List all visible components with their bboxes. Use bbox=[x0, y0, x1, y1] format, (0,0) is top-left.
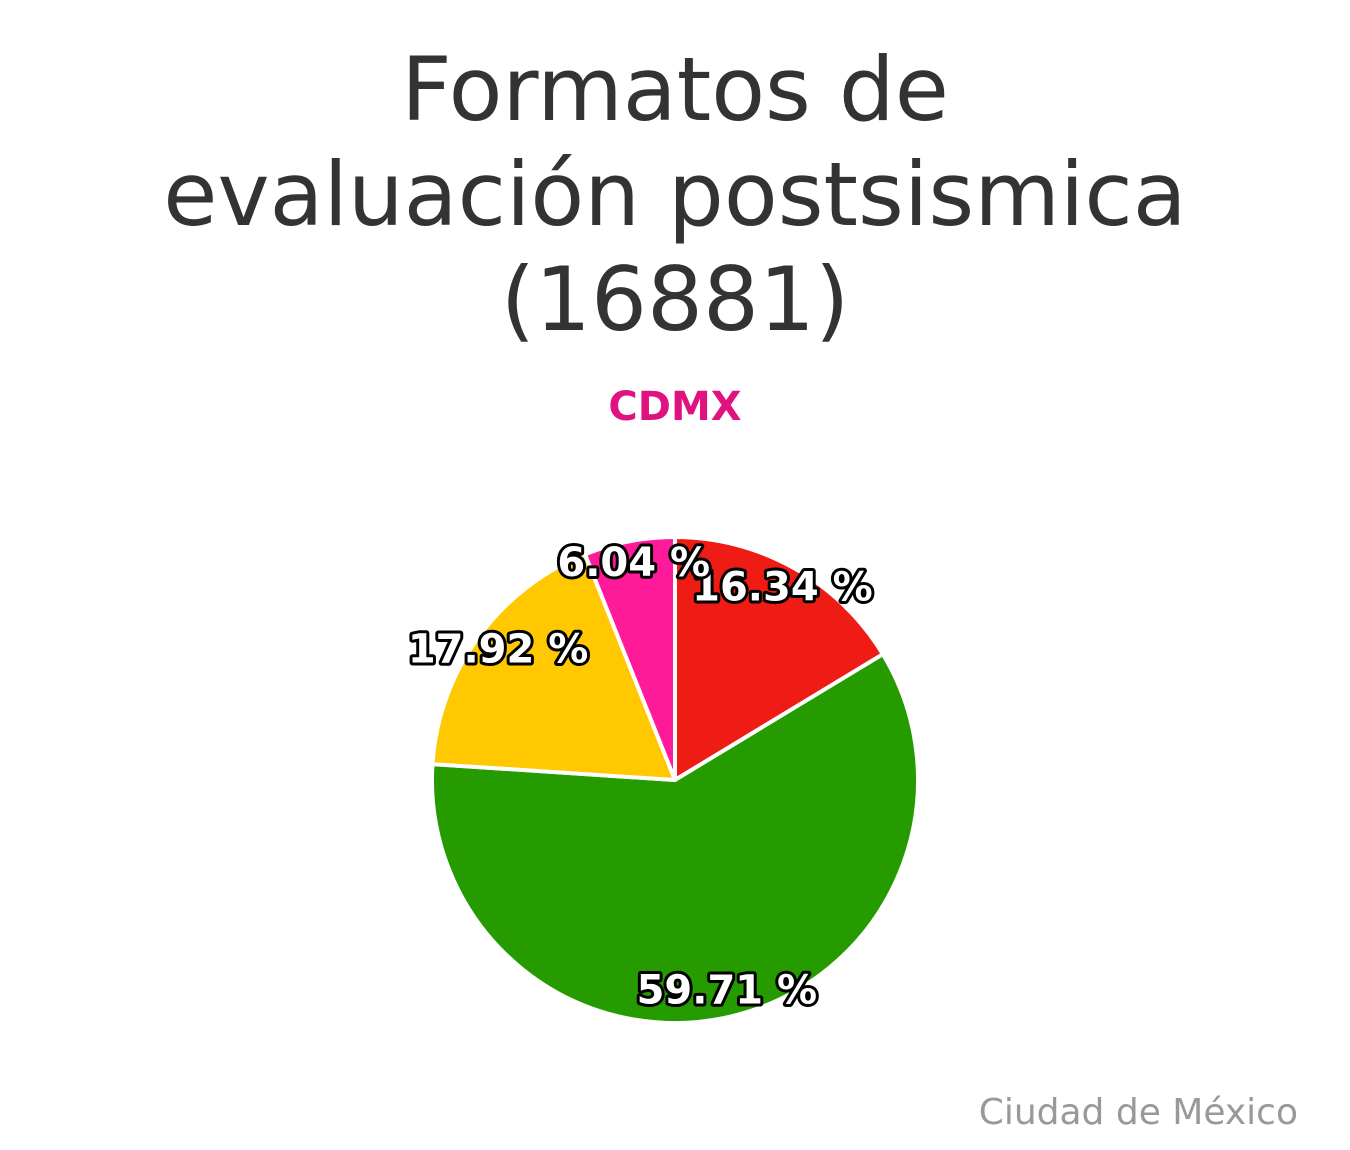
chart-title: (16881) bbox=[501, 248, 850, 351]
data-label: 6.04 % bbox=[557, 540, 710, 586]
pie-slice bbox=[430, 552, 677, 782]
pie-slice bbox=[582, 535, 677, 782]
chart-subtitle: CDMX bbox=[608, 384, 741, 430]
plot-area bbox=[430, 535, 920, 1025]
data-label: 17.92 % bbox=[408, 626, 589, 672]
data-labels: 16.34 % 59.71 % 17.92 % 6.04 % bbox=[405, 537, 876, 1016]
pie-slice bbox=[673, 535, 885, 782]
pie-slice bbox=[430, 652, 920, 1025]
chart-title: evaluación postsismica bbox=[163, 143, 1186, 246]
credits: Ciudad de México bbox=[979, 1092, 1298, 1133]
chart-title: Formatos de bbox=[401, 38, 949, 141]
data-label: 59.71 % bbox=[637, 967, 818, 1013]
data-label: 16.34 % bbox=[692, 564, 873, 610]
